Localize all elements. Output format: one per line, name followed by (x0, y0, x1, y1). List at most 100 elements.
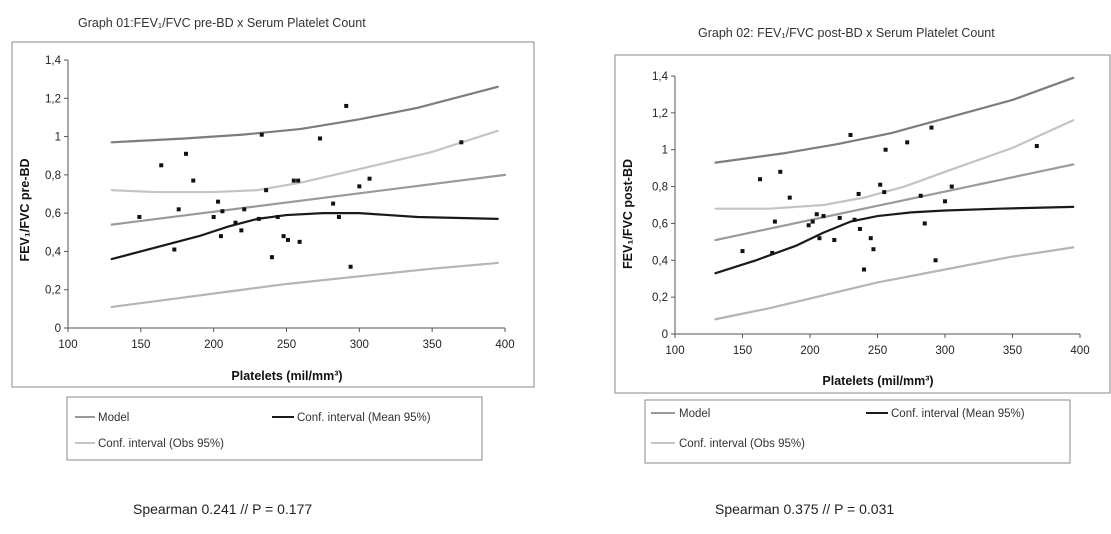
data-point (183, 151, 188, 156)
y-tick-label: 1,4 (45, 55, 62, 67)
data-point (871, 247, 876, 252)
conf-interval-mean-95-upper-line (110, 85, 499, 144)
data-point (862, 267, 866, 272)
legend-mean-ci-label: Conf. interval (Mean 95%) (297, 412, 431, 424)
data-point (929, 125, 934, 130)
x-tick-label: 200 (204, 339, 223, 351)
legend-obs-ci-label: Conf. interval (Obs 95%) (98, 438, 224, 450)
data-point (817, 236, 822, 241)
data-point (331, 201, 336, 206)
data-point (172, 247, 177, 252)
data-point (459, 140, 464, 145)
conf-interval-mean-95-line (110, 212, 499, 261)
data-point (297, 239, 302, 244)
data-point (281, 234, 286, 239)
data-point (878, 182, 883, 187)
legend-obs-ci-label: Conf. interval (Obs 95%) (679, 438, 805, 450)
data-point (259, 132, 264, 137)
y-tick-label: 1 (662, 145, 668, 157)
data-point (285, 237, 290, 242)
chart-2-stats: Spearman 0.375 // P = 0.031 (715, 501, 894, 517)
chart-1-y-axis-label: FEV₁/FVC pre-BD (18, 158, 32, 261)
data-point (852, 217, 857, 222)
conf-interval-obs-95-line (714, 119, 1075, 210)
data-point (137, 214, 142, 219)
data-point (832, 238, 837, 243)
y-tick-label: 1 (55, 132, 61, 144)
y-tick-label: 0 (55, 323, 61, 335)
chart-2-legend-box (644, 399, 1071, 464)
chart-2-title: Graph 02: FEV₁/FVC post-BD x Serum Plate… (698, 26, 995, 40)
data-point (806, 223, 811, 228)
data-point (176, 207, 181, 212)
data-point (856, 191, 861, 196)
data-point (857, 226, 862, 231)
y-tick-label: 0,6 (45, 208, 61, 220)
data-point (882, 190, 887, 195)
y-tick-label: 0,2 (45, 285, 61, 297)
data-point (740, 249, 745, 254)
data-point (291, 178, 296, 183)
y-tick-label: 1,2 (652, 108, 668, 120)
chart-2-x-axis-label: Platelets (mil/mm³) (822, 374, 933, 388)
y-tick-label: 0,6 (652, 218, 668, 230)
data-point (770, 250, 775, 255)
chart-1-x-axis-label: Platelets (mil/mm³) (231, 369, 342, 383)
chart-2-plot-area: 0 0,2 0,4 0,6 0,8 1 1,2 1,4 100 150 200 250 300 350 40… (652, 71, 1090, 357)
data-point (344, 103, 349, 108)
y-tick-label: 0 (662, 329, 668, 341)
data-point (367, 176, 372, 181)
data-point (256, 216, 261, 221)
conf-interval-obs-95-line (110, 129, 499, 194)
data-point (239, 228, 244, 233)
model-line (110, 173, 507, 226)
data-point (1034, 144, 1039, 149)
y-tick-label: 0,8 (45, 170, 61, 182)
data-point (318, 136, 323, 141)
data-point (933, 258, 938, 263)
y-tick-label: 0,4 (652, 255, 669, 267)
legend-mean-ci-label: Conf. interval (Mean 95%) (891, 408, 1025, 420)
chart-1-legend: Model Conf. interval (Mean 95%) Conf. in… (75, 412, 431, 450)
data-point (218, 234, 223, 239)
chart-1-plot-area: 0 0,2 0,4 0,6 0,8 1 1,2 1,4 100 150 200 250 300 350 40… (45, 55, 515, 351)
chart-1-stats: Spearman 0.241 // P = 0.177 (133, 501, 312, 517)
data-point (868, 236, 873, 241)
y-tick-label: 0,8 (652, 182, 668, 194)
data-point (242, 207, 247, 212)
y-tick-label: 0,2 (652, 292, 668, 304)
x-tick-label: 400 (495, 339, 514, 351)
data-point (787, 195, 792, 200)
x-tick-label: 150 (733, 345, 752, 357)
chart-2-y-axis-label: FEV₁/FVC post-BD (621, 159, 635, 269)
data-point (296, 178, 301, 183)
x-tick-label: 200 (800, 345, 819, 357)
data-point (348, 264, 353, 269)
data-point (905, 140, 910, 145)
x-tick-label: 100 (58, 339, 77, 351)
x-tick-label: 350 (423, 339, 442, 351)
data-point (357, 184, 362, 189)
x-tick-label: 400 (1070, 345, 1089, 357)
conf-interval-obs-95-lower-line (714, 246, 1075, 321)
data-point (922, 221, 927, 226)
data-point (814, 212, 819, 217)
y-tick-label: 1,4 (652, 71, 669, 83)
data-point (848, 132, 853, 137)
data-point (821, 214, 826, 219)
chart-2: Graph 02: FEV₁/FVC post-BD x Serum Plate… (614, 26, 1111, 517)
data-point (810, 219, 815, 224)
chart-2-border (614, 54, 1111, 394)
y-tick-label: 0,4 (45, 246, 62, 258)
data-point (233, 220, 238, 225)
x-tick-label: 100 (665, 345, 684, 357)
legend-model-label: Model (98, 412, 129, 424)
data-point (758, 177, 763, 182)
chart-1: Graph 01:FEV₁/FVC pre-BD x Serum Platele… (11, 16, 535, 517)
x-tick-label: 250 (868, 345, 887, 357)
data-point (336, 214, 341, 219)
data-point (264, 188, 269, 193)
data-point (216, 199, 221, 204)
x-tick-label: 150 (131, 339, 150, 351)
